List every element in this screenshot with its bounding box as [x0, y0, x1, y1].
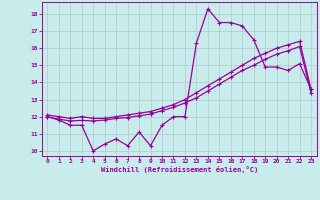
X-axis label: Windchill (Refroidissement éolien,°C): Windchill (Refroidissement éolien,°C)	[100, 166, 258, 173]
